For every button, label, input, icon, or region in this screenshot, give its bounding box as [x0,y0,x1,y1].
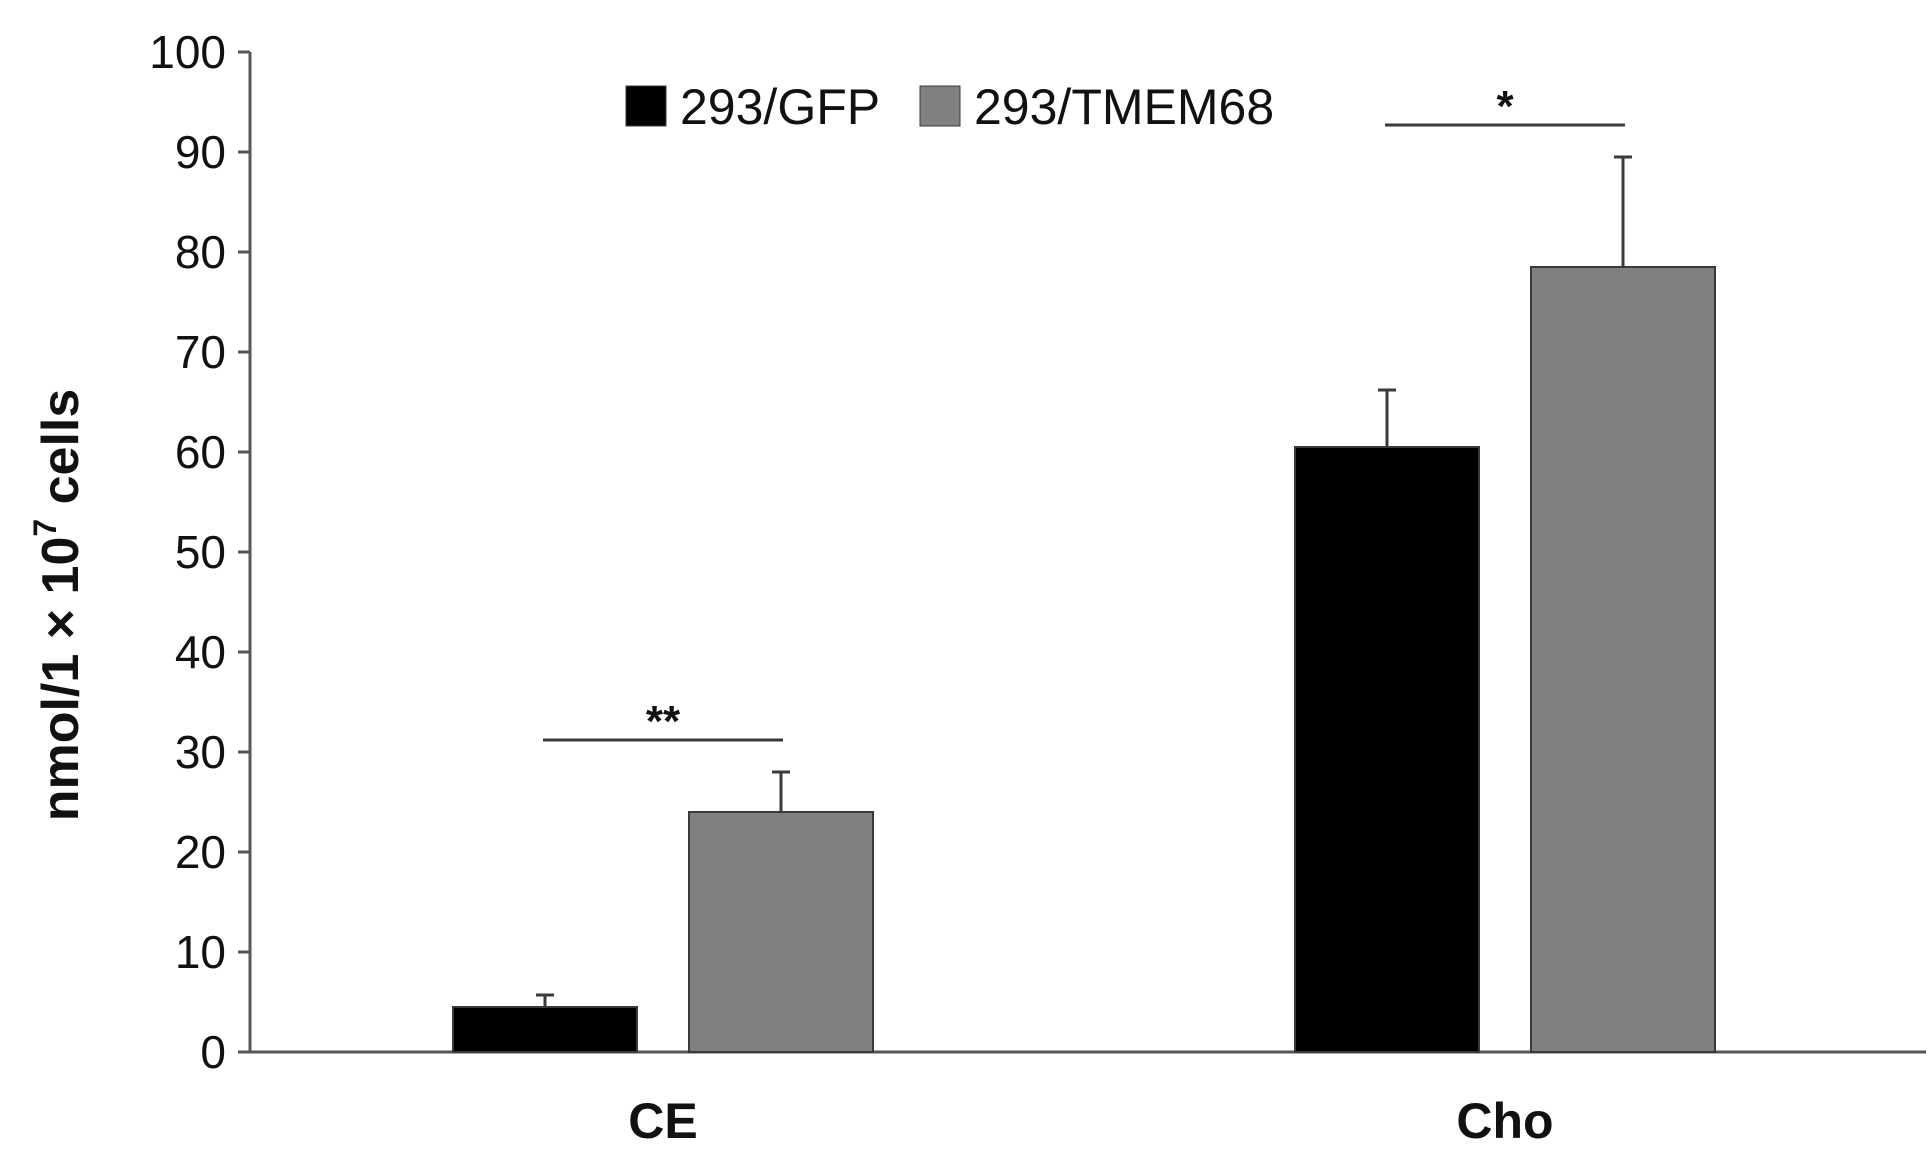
error-bars [536,155,1632,1007]
y-tick-label: 10 [175,926,226,978]
y-axis-label-exponent: 7 [27,519,63,537]
bar [688,811,874,1053]
bar [1294,446,1480,1053]
y-tick-label: 50 [175,526,226,578]
y-axis-label-suffix: cells [32,389,90,519]
y-tick-label: 100 [149,26,226,78]
x-axis: CE Cho [250,1050,1926,1149]
y-tick-label: 20 [175,826,226,878]
legend-label: 293/GFP [680,79,880,135]
y-axis-label-prefix: nmol/1 × 10 [32,537,90,822]
significance-label: ** [646,697,681,746]
bar [1530,266,1716,1053]
y-axis-label: nmol/1 × 107 cells [27,389,90,822]
y-tick-label: 0 [200,1026,226,1078]
y-tick-label: 70 [175,326,226,378]
y-tick-label: 60 [175,426,226,478]
y-tick-label: 90 [175,126,226,178]
y-axis: 0 10 20 30 40 50 60 70 80 90 100 [149,26,252,1078]
legend: 293/GFP 293/TMEM68 [625,79,1274,135]
y-tick-label: 40 [175,626,226,678]
x-category-label: CE [628,1093,697,1149]
legend-label: 293/TMEM68 [974,79,1274,135]
legend-swatch [919,85,961,127]
y-tick-label: 80 [175,226,226,278]
significance-label: * [1496,82,1514,131]
y-tick-label: 30 [175,726,226,778]
significance-markers: *** [543,82,1625,746]
bars [452,266,1716,1053]
bar [452,1006,638,1053]
legend-swatch [625,85,667,127]
x-category-label: Cho [1456,1093,1553,1149]
